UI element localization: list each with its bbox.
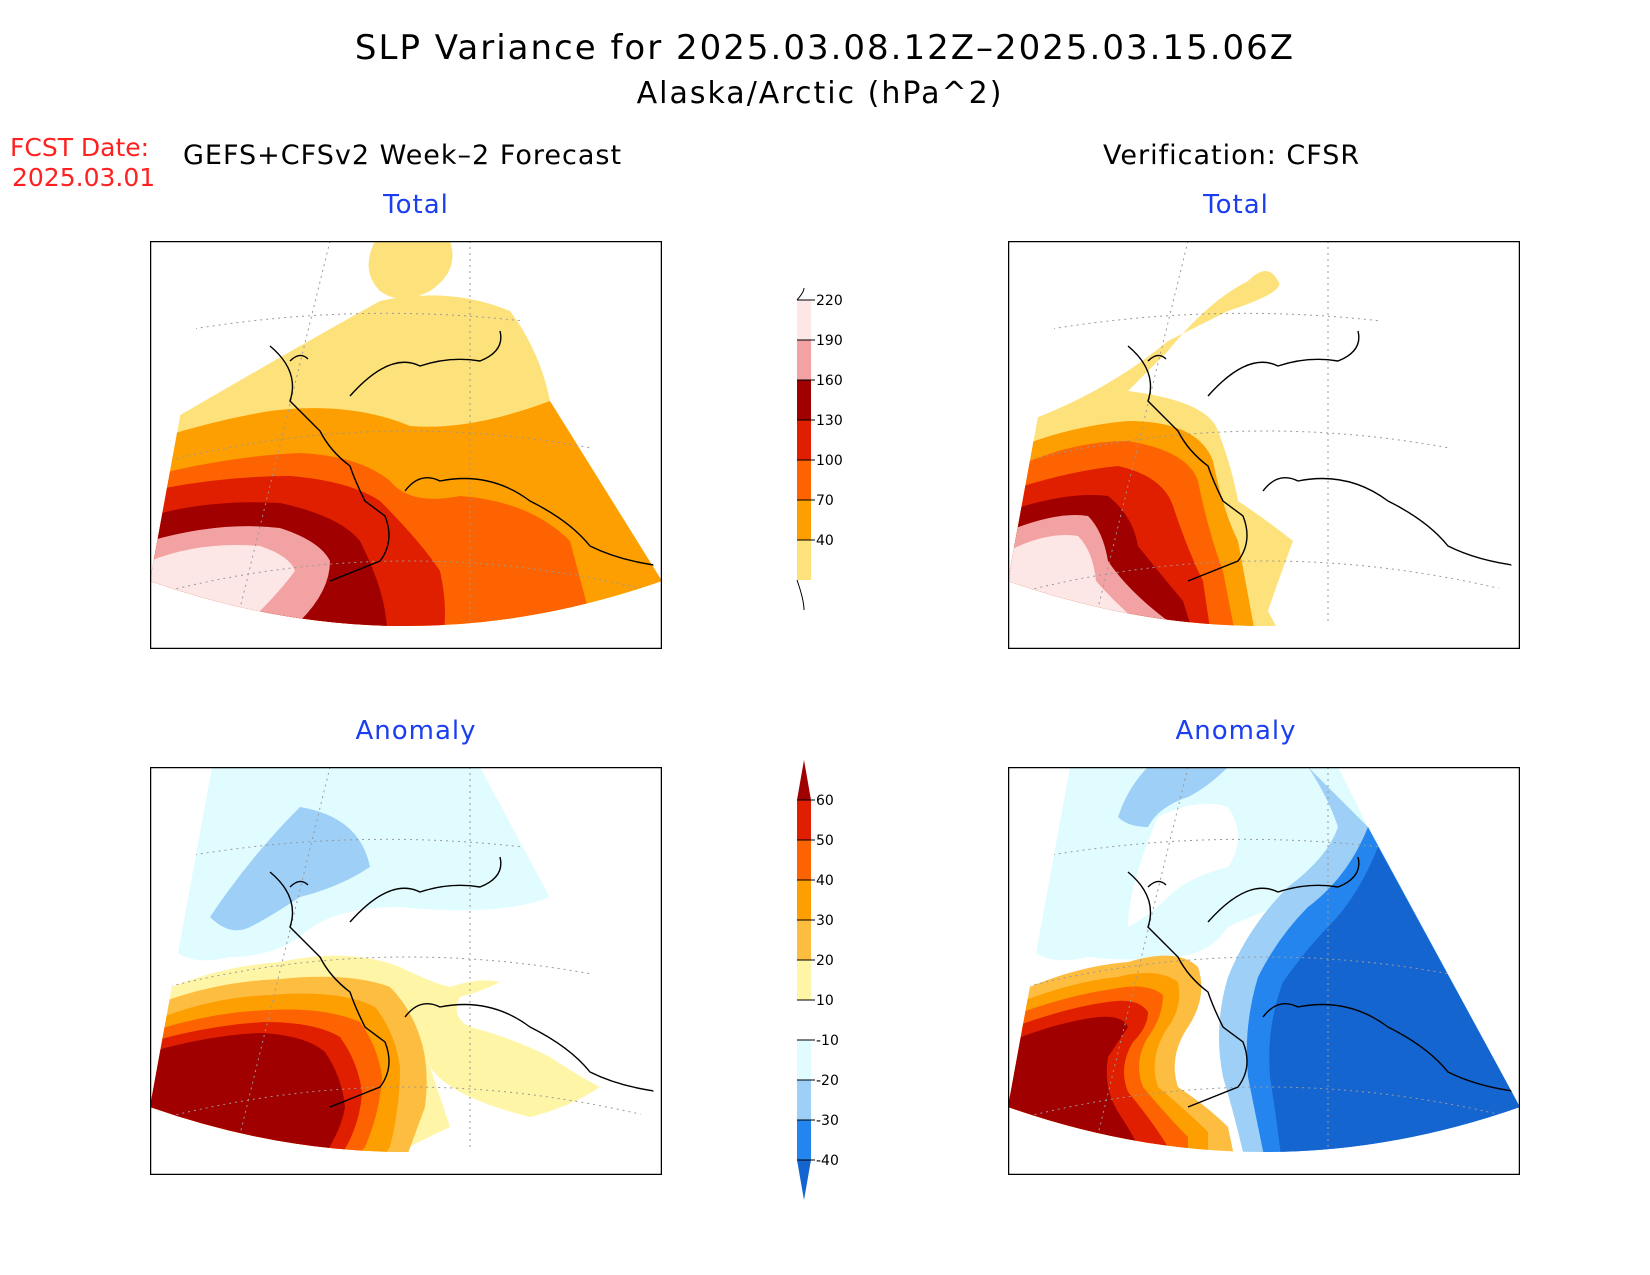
colorbar-segment (797, 540, 811, 580)
colorbar-label: 190 (816, 333, 843, 349)
colorbar-label: -20 (816, 1073, 839, 1089)
colorbar-segment (797, 1040, 811, 1080)
verification-anomaly-title: Anomaly (1175, 716, 1297, 746)
colorbar-segment (797, 1120, 811, 1160)
colorbar-segment (797, 1160, 811, 1200)
colorbar-label: 70 (816, 493, 834, 509)
forecast-total-map (150, 241, 662, 649)
colorbar-segment (797, 760, 811, 800)
colorbar-label: 50 (816, 833, 834, 849)
colorbar-label: 40 (816, 533, 834, 549)
colorbar-segment (797, 460, 811, 500)
colorbar-segment (797, 1080, 811, 1120)
colorbar-label: 100 (816, 453, 843, 469)
main-title: SLP Variance for 2025.03.08.12Z–2025.03.… (354, 28, 1296, 68)
colorbar-segment (797, 340, 811, 380)
forecast-anomaly-title: Anomaly (355, 716, 477, 746)
fcst-date-label: FCST Date: (10, 133, 150, 162)
colorbar-segment (797, 840, 811, 880)
colorbar-label: 10 (816, 993, 834, 1009)
colorbar-segment (797, 960, 811, 1000)
main-subtitle: Alaska/Arctic (hPa^2) (636, 76, 1004, 111)
anomaly-colorbar: -40 -30 -20 -10 10 20 30 40 50 60 (790, 750, 890, 1200)
colorbar-segment (797, 420, 811, 460)
total-colorbar: 40 70 100 130 160 190 220 (790, 280, 890, 610)
colorbar-end (796, 579, 805, 610)
colorbar-label: 20 (816, 953, 834, 969)
colorbar-segment (797, 300, 811, 340)
colorbar-label: 130 (816, 413, 843, 429)
colorbar-segment (797, 380, 811, 420)
colorbar-label: 220 (816, 293, 843, 309)
colorbar-segment (797, 800, 811, 840)
colorbar-label: -30 (816, 1113, 839, 1129)
verification-total-map (1008, 241, 1520, 649)
anomaly-colorbar-graphic: -40 -30 -20 -10 10 20 30 40 50 60 (797, 760, 839, 1200)
colorbar-label: 30 (816, 913, 834, 929)
colorbar-segment (797, 920, 811, 960)
verification-anomaly-map (1008, 767, 1520, 1175)
forecast-heading: GEFS+CFSv2 Week–2 Forecast (183, 140, 623, 171)
colorbar-label: -10 (816, 1033, 839, 1049)
colorbar-segment (797, 880, 811, 920)
colorbar-end (796, 287, 805, 301)
colorbar-label: 40 (816, 873, 834, 889)
colorbar-label: 160 (816, 373, 843, 389)
total-colorbar-graphic: 40 70 100 130 160 190 220 (796, 287, 843, 610)
forecast-total-title: Total (383, 190, 449, 220)
fcst-date-value: 2025.03.01 (12, 163, 156, 192)
colorbar-label: 60 (816, 793, 834, 809)
verification-total-title: Total (1203, 190, 1269, 220)
verification-heading: Verification: CFSR (1103, 140, 1361, 171)
colorbar-segment (797, 500, 811, 540)
forecast-anomaly-map (150, 767, 662, 1175)
colorbar-segment (797, 1000, 811, 1040)
colorbar-label: -40 (816, 1153, 839, 1169)
